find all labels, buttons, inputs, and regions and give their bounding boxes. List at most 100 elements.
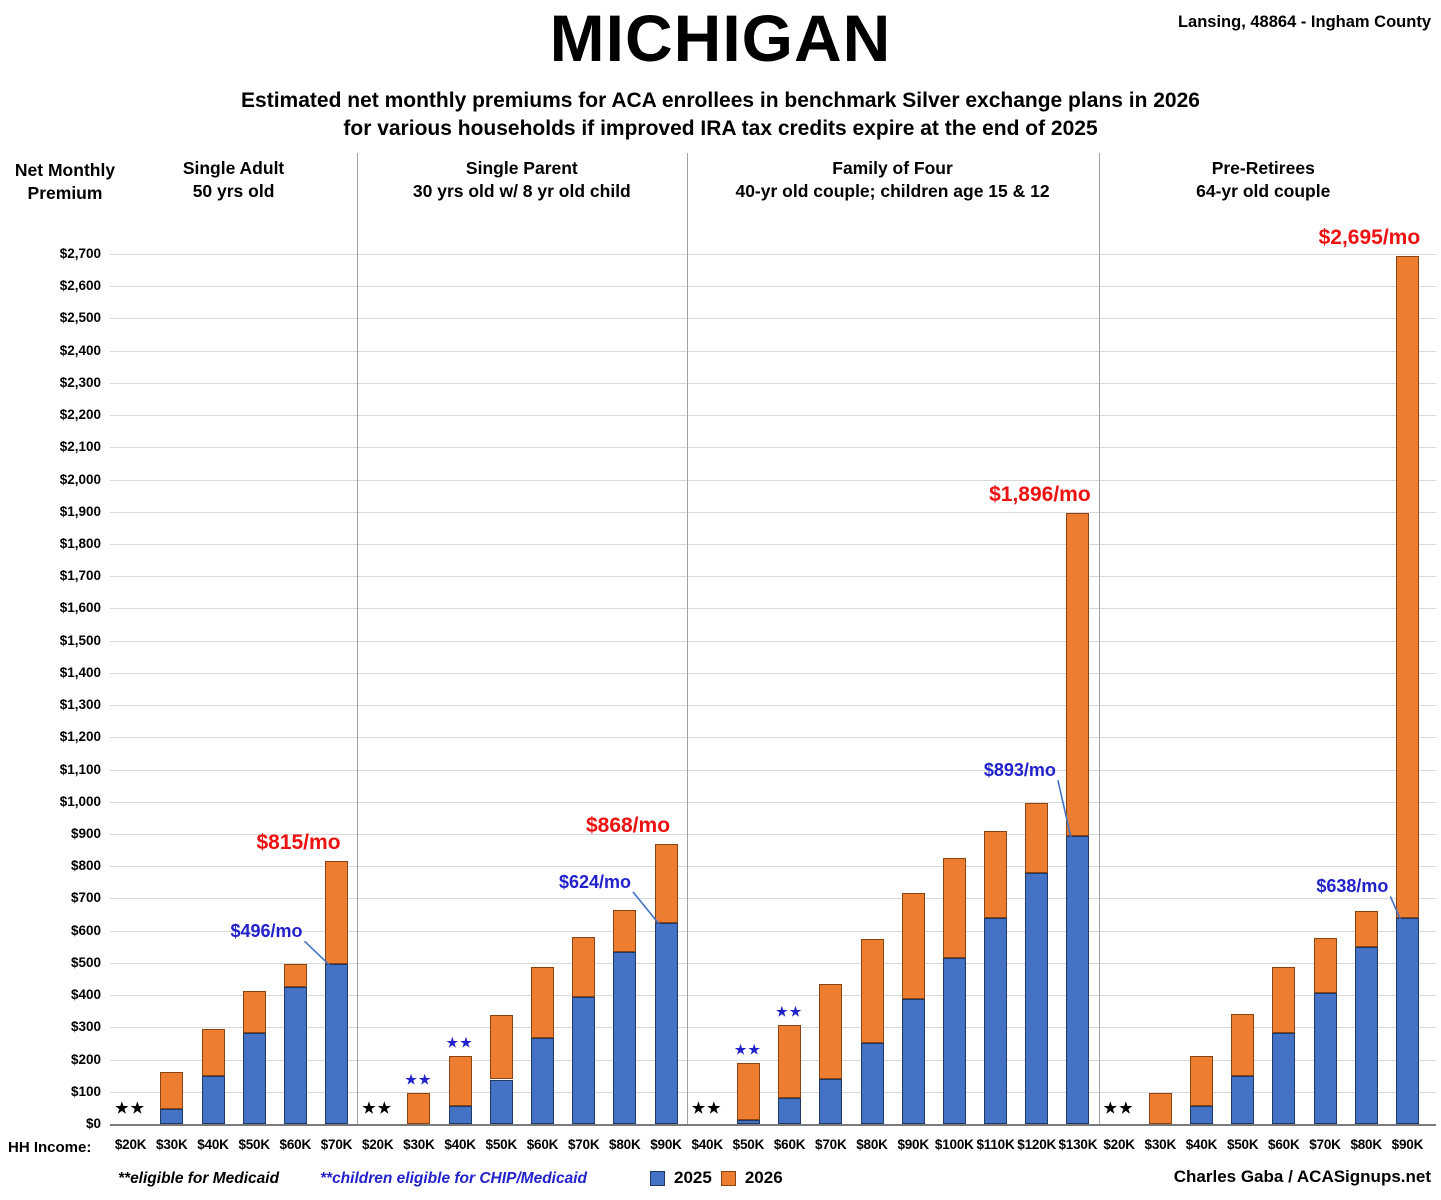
medicaid-stars-icon: ★★ <box>691 1100 723 1117</box>
bar-segment-2025 <box>942 958 966 1124</box>
y-tick-label: $2,700 <box>59 246 101 261</box>
gridline <box>110 286 1436 288</box>
bar-segment-2026 <box>1272 967 1296 1033</box>
medicaid-stars-icon: ★★ <box>115 1100 147 1117</box>
legend-label-2025: 2025 <box>674 1168 712 1187</box>
gridline <box>110 898 1436 900</box>
bar-segment-2025 <box>819 1078 843 1124</box>
medicaid-stars-icon: ★★ <box>1103 1100 1135 1117</box>
x-tick-label: $50K <box>238 1137 270 1152</box>
x-tick-label: $40K <box>1185 1137 1218 1152</box>
gridline <box>110 1059 1436 1061</box>
x-tick-label: $90K <box>897 1137 929 1152</box>
gridline <box>110 1027 1436 1029</box>
bar-segment-2025 <box>448 1106 472 1124</box>
x-tick-label: $70K <box>320 1137 353 1152</box>
group-header: Single Adult 50 yrs old <box>110 157 357 203</box>
gridline <box>110 705 1436 707</box>
x-axis-title: HH Income: <box>8 1139 92 1156</box>
group-header: Pre-Retirees 64-yr old couple <box>1099 157 1429 203</box>
y-tick-label: $800 <box>70 858 101 874</box>
y-tick-label: $100 <box>70 1083 101 1099</box>
footnote-chip: **children eligible for CHIP/Medicaid <box>320 1170 587 1187</box>
x-tick-label: $130K <box>1058 1137 1098 1152</box>
callout-2025: $496/mo <box>230 921 303 942</box>
bar-segment-2026 <box>819 983 843 1079</box>
x-tick-label: $50K <box>732 1137 765 1152</box>
y-tick-label: $1,300 <box>59 697 101 713</box>
x-tick-label: $60K <box>1268 1137 1300 1152</box>
legend-label-2026: 2026 <box>744 1168 783 1187</box>
group-header-line1: Single Parent <box>465 158 578 178</box>
chart-subtitle-line2: for various households if improved IRA t… <box>343 117 1098 140</box>
x-tick-label: $110K <box>976 1137 1015 1152</box>
x-tick-label: $60K <box>773 1137 806 1152</box>
bar-segment-2025 <box>778 1098 802 1124</box>
bar-segment-2026 <box>572 937 596 997</box>
x-tick-label: $80K <box>856 1137 888 1152</box>
x-tick-label: $90K <box>1391 1137 1424 1152</box>
callout-2026: $815/mo <box>256 831 341 855</box>
x-tick-label: $120K <box>1017 1137 1057 1152</box>
gridline <box>110 415 1436 417</box>
footnote-medicaid: **eligible for Medicaid <box>118 1170 280 1187</box>
group-header-line2: 64-yr old couple <box>1196 181 1331 201</box>
bar-segment-2026 <box>489 1015 513 1080</box>
bar-segment-2025 <box>201 1075 225 1124</box>
x-tick-label: $40K <box>444 1137 476 1152</box>
callout-2025: $624/mo <box>558 871 632 892</box>
bar-segment-2026 <box>531 967 554 1038</box>
x-tick-label: $20K <box>361 1137 394 1152</box>
legend-swatch-2025-icon <box>650 1170 665 1186</box>
gridline <box>110 834 1436 835</box>
y-tick-label: $2,500 <box>59 310 101 326</box>
bar-segment-2026 <box>860 939 884 1043</box>
y-tick-label: $1,700 <box>59 568 101 584</box>
bar-segment-2026 <box>613 910 637 952</box>
y-tick-label: $1,200 <box>59 729 101 745</box>
y-tick-label: $200 <box>70 1051 101 1067</box>
bar-segment-2026 <box>1148 1093 1172 1124</box>
y-tick-label: $1,100 <box>59 761 101 777</box>
gridline <box>110 930 1436 932</box>
x-tick-label: $30K <box>403 1137 435 1152</box>
y-tick-label: $1,500 <box>59 632 101 648</box>
bar-segment-2025 <box>325 964 348 1124</box>
bar-segment-2026 <box>201 1028 225 1076</box>
chart-title: MICHIGAN <box>549 1 892 75</box>
x-tick-label: $70K <box>567 1137 600 1152</box>
bar-segment-2025 <box>860 1042 884 1124</box>
group-header-line2: 50 yrs old <box>192 181 275 201</box>
group-header-line2: 30 yrs old w/ 8 yr old child <box>412 181 631 201</box>
gridline <box>110 576 1436 578</box>
gridline <box>110 672 1436 674</box>
y-tick-label: $1,000 <box>59 793 101 809</box>
y-tick-label: $2,100 <box>59 439 101 455</box>
bar-segment-2026 <box>407 1093 431 1124</box>
gridline <box>110 608 1436 610</box>
group-divider <box>686 153 688 1124</box>
bar-segment-2025 <box>283 987 307 1124</box>
gridline <box>110 447 1436 449</box>
bar-segment-2026 <box>160 1071 184 1109</box>
group-divider <box>1098 153 1100 1124</box>
gridline <box>110 544 1436 545</box>
bar-segment-2025 <box>1313 992 1337 1124</box>
medicaid-stars-icon: ★★ <box>362 1100 394 1117</box>
bar-segment-2026 <box>1066 513 1090 837</box>
x-tick-label: $30K <box>156 1137 188 1152</box>
gridline <box>110 511 1436 513</box>
bar-segment-2026 <box>448 1055 472 1107</box>
group-header-line1: Family of Four <box>832 158 953 178</box>
bar-segment-2025 <box>489 1079 513 1124</box>
bar-segment-2026 <box>283 963 307 988</box>
bar-segment-2025 <box>736 1120 760 1124</box>
bar-segment-2026 <box>1354 910 1378 947</box>
bar-segment-2025 <box>1395 918 1419 1124</box>
bar-segment-2025 <box>242 1032 266 1124</box>
x-tick-label: $40K <box>691 1137 723 1152</box>
x-tick-label: $50K <box>1226 1137 1259 1152</box>
y-tick-label: $700 <box>70 890 101 906</box>
gridline <box>110 737 1436 739</box>
